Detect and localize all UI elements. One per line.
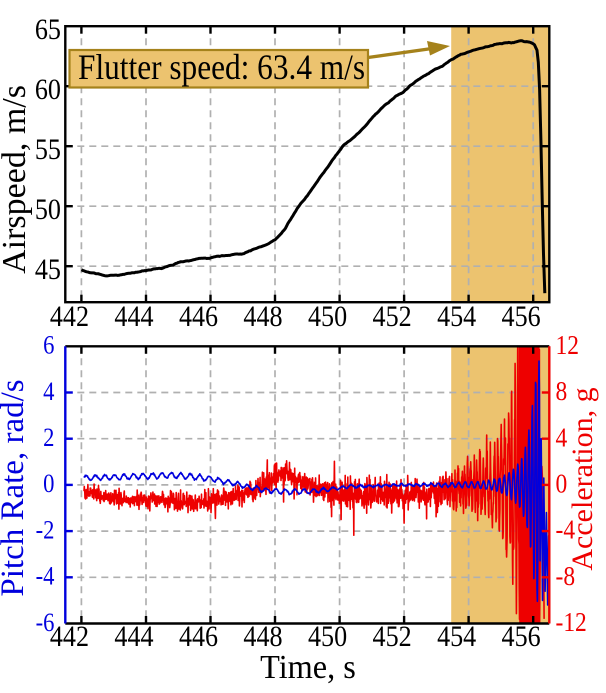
svg-text:454: 454 [437,300,476,333]
svg-text:454: 454 [437,620,476,653]
svg-text:0: 0 [43,470,54,499]
svg-text:65: 65 [35,14,61,47]
svg-text:-6: -6 [36,608,55,637]
svg-text:60: 60 [35,74,61,107]
svg-text:452: 452 [373,620,412,653]
svg-text:4: 4 [555,423,567,453]
svg-text:Time, s: Time, s [260,648,356,686]
svg-text:55: 55 [35,134,61,167]
svg-text:2: 2 [43,424,54,453]
svg-text:Airspeed, m/s: Airspeed, m/s [0,85,33,274]
svg-text:448: 448 [243,300,282,333]
svg-text:446: 446 [179,300,218,333]
svg-text:50: 50 [35,194,61,227]
svg-text:Pitch Rate, rad/s: Pitch Rate, rad/s [0,379,31,596]
svg-text:-4: -4 [555,515,575,545]
svg-text:456: 456 [502,300,541,333]
svg-text:444: 444 [114,620,153,653]
svg-text:-4: -4 [36,562,55,591]
svg-text:8: 8 [555,377,567,407]
svg-text:Flutter speed: 63.4 m/s: Flutter speed: 63.4 m/s [78,48,365,87]
svg-text:4: 4 [43,377,54,406]
svg-text:45: 45 [35,254,61,287]
svg-text:450: 450 [308,300,347,333]
svg-text:-12: -12 [555,608,586,638]
svg-text:6: 6 [43,331,54,360]
svg-text:442: 442 [50,620,89,653]
svg-text:12: 12 [555,330,578,360]
svg-text:448: 448 [243,620,282,653]
svg-text:-8: -8 [555,561,575,591]
svg-text:446: 446 [179,620,218,653]
svg-text:450: 450 [308,620,347,653]
svg-text:442: 442 [50,300,89,333]
svg-text:-2: -2 [36,516,55,545]
svg-text:444: 444 [114,300,153,333]
svg-text:0: 0 [555,469,567,499]
svg-text:452: 452 [373,300,412,333]
svg-text:456: 456 [502,620,541,653]
svg-text:Acceleration, g: Acceleration, g [566,387,599,570]
